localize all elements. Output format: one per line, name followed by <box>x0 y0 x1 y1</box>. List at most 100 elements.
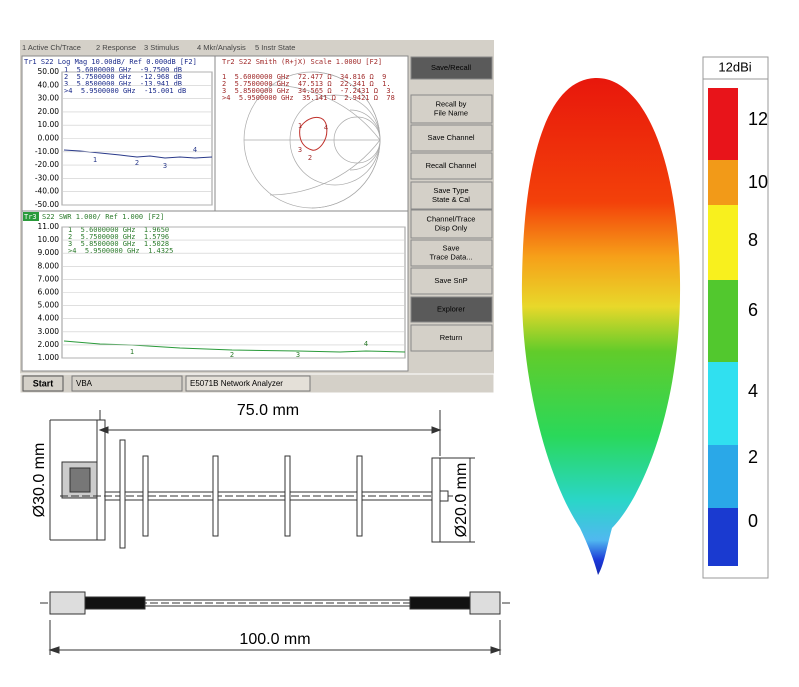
softkey-label: Channel/Trace <box>427 214 476 223</box>
task-label: E5071B Network Analyzer <box>190 379 283 388</box>
colorbar-label: 0 <box>748 511 758 531</box>
softkey-label: Save Type <box>433 186 468 195</box>
colorbar-label: 4 <box>748 381 758 401</box>
dimension-label: 100.0 mm <box>239 631 310 648</box>
dimension-label: Ø20.0 mm <box>453 463 470 538</box>
y-tick-label: 10.00 <box>38 235 60 244</box>
softkey[interactable] <box>410 267 493 295</box>
task-button[interactable] <box>185 375 311 392</box>
y-tick-label: 50.00 <box>38 67 60 76</box>
smith-trace <box>299 116 328 151</box>
y-tick-label: -40.00 <box>35 187 59 196</box>
marker-id: 2 <box>308 154 312 162</box>
marker-readout: 3 5.8500000 GHz 1.5028 <box>68 240 169 248</box>
colorbar-unit: 12dBi <box>718 59 751 74</box>
menu-item[interactable]: 1 Active Ch/Trace <box>22 43 81 52</box>
task-label: VBA <box>76 379 93 388</box>
y-tick-label: 6.000 <box>38 288 60 297</box>
menu-item[interactable]: 5 Instr State <box>255 43 295 52</box>
swr-trace <box>63 340 406 353</box>
y-tick-label: 11.00 <box>38 222 60 231</box>
marker-readout: 1 5.6000000 GHz 1.9650 <box>68 226 169 234</box>
softkey[interactable] <box>410 152 493 180</box>
y-tick-label: 3.000 <box>38 327 60 336</box>
y-tick-label: 5.000 <box>38 301 60 310</box>
marker-readout: 3 5.8500000 GHz -13.941 dB <box>64 80 182 88</box>
marker-readout: 2 5.7500000 GHz 1.5796 <box>68 233 169 241</box>
marker-id: 4 <box>364 340 368 348</box>
task-button[interactable] <box>71 375 183 392</box>
softkey-label: State & Cal <box>432 195 470 204</box>
y-tick-label: 2.000 <box>38 340 60 349</box>
softkey[interactable] <box>410 124 493 152</box>
marker-id: 2 <box>135 159 139 167</box>
softkey-label: Explorer <box>437 304 465 313</box>
y-tick-label: -30.00 <box>35 173 59 182</box>
softkey-label: Recall by <box>436 99 467 108</box>
marker-id: 4 <box>193 146 197 154</box>
marker-readout: >4 5.9500000 GHz 35.141 Ω 2.9421 Ω 78 <box>222 94 395 102</box>
colorbar-label: 6 <box>748 300 758 320</box>
softkey-label: Return <box>440 333 463 342</box>
logmag-panel <box>21 55 216 212</box>
marker-readout: >4 5.9500000 GHz -15.001 dB <box>64 87 186 95</box>
dimension-label: Ø30.0 mm <box>31 443 48 518</box>
marker-id: 1 <box>93 156 97 164</box>
marker-id: 4 <box>324 124 328 132</box>
menu-bar <box>20 40 410 55</box>
marker-readout: 1 5.6000000 GHz 72.477 Ω 34.816 Ω 9 <box>222 73 386 81</box>
menu-item[interactable]: 4 Mkr/Analysis <box>197 43 246 52</box>
swr-panel <box>21 210 409 372</box>
dimension-label: 75.0 mm <box>237 402 299 419</box>
softkey[interactable] <box>410 94 493 124</box>
y-tick-label: 9.000 <box>38 248 60 257</box>
y-tick-label: 30.00 <box>38 94 60 103</box>
trace-header: Tr2 S22 Smith (R+jX) Scale 1.000U [F2] <box>222 58 382 66</box>
marker-id: 3 <box>298 146 302 154</box>
marker-id: 3 <box>163 162 167 170</box>
smith-grid <box>243 71 381 209</box>
marker-readout: 1 5.6000000 GHz -9.7500 dB <box>64 66 182 74</box>
softkey[interactable] <box>410 209 493 239</box>
antenna-drawing <box>49 410 475 549</box>
marker-id: 1 <box>130 348 134 356</box>
marker-id: 3 <box>296 351 300 359</box>
y-tick-label: 20.00 <box>38 107 60 116</box>
colorbar-label: 12 <box>748 109 768 129</box>
y-tick-label: -50.00 <box>35 200 59 209</box>
colorbar <box>708 88 738 566</box>
trace-header: Tr1 S22 Log Mag 10.00dB/ Ref 0.000dB [F2… <box>24 58 197 66</box>
marker-id: 2 <box>230 351 234 359</box>
y-tick-label: 1.000 <box>38 353 60 362</box>
marker-readout: 2 5.7500000 GHz -12.968 dB <box>64 73 182 81</box>
marker-readout: 3 5.8500000 GHz 34.565 Ω -7.2431 Ω 3. <box>222 87 395 95</box>
menu-item[interactable]: 2 Response <box>96 43 136 52</box>
marker-readout: 2 5.7500000 GHz 47.513 Ω 22.341 Ω 1. <box>222 80 391 88</box>
softkey-label: Save Channel <box>427 133 474 142</box>
softkey-label: Save <box>442 243 459 252</box>
smith-panel <box>214 55 409 212</box>
y-tick-label: 10.00 <box>38 120 60 129</box>
y-tick-label: 8.000 <box>38 261 60 270</box>
marker-readout: >4 5.9500000 GHz 1.4325 <box>68 247 173 255</box>
start-button[interactable] <box>22 375 64 392</box>
softkey[interactable] <box>410 56 493 80</box>
y-tick-label: 0.000 <box>38 134 60 143</box>
menu-item[interactable]: 3 Stimulus <box>144 43 179 52</box>
softkey-label: Save SnP <box>434 276 467 285</box>
softkey-label: File Name <box>434 108 468 117</box>
softkey[interactable] <box>410 181 493 210</box>
y-tick-label: 7.000 <box>38 274 60 283</box>
softkey[interactable] <box>410 239 493 267</box>
marker-id: 1 <box>298 122 302 130</box>
colorbar-label: 10 <box>748 172 768 192</box>
colorbar-label: 8 <box>748 230 758 250</box>
softkey[interactable] <box>410 296 493 323</box>
softkey[interactable] <box>410 324 493 352</box>
trace-tag-box <box>23 212 39 221</box>
y-tick-label: -10.00 <box>35 147 59 156</box>
softkey-label: Trace Data... <box>429 252 472 261</box>
trace-tag: Tr3 <box>24 213 37 221</box>
trace-header: S22 SWR 1.000/ Ref 1.000 [F2] <box>42 213 164 221</box>
